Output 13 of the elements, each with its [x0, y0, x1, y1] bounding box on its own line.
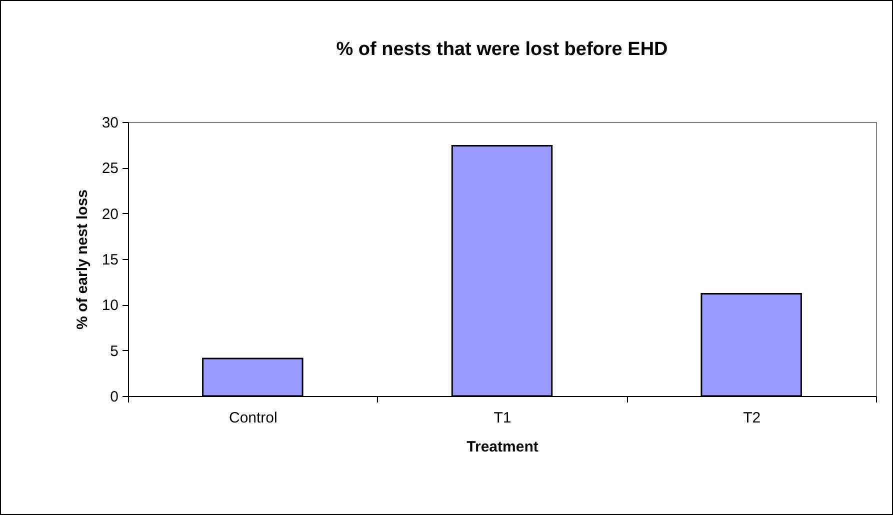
- x-tick-label: T2: [743, 410, 761, 426]
- y-tick-label: 20: [102, 206, 118, 223]
- chart-title: % of nests that were lost before EHD: [336, 39, 668, 60]
- y-tick-label: 0: [110, 388, 118, 406]
- x-axis-title: Treatment: [466, 438, 538, 456]
- y-tick-label: 25: [102, 160, 118, 178]
- y-tick-label: 30: [102, 114, 118, 132]
- y-tick-label: 10: [102, 297, 118, 314]
- x-tick-label: T1: [494, 410, 512, 426]
- y-tick-label: 15: [102, 252, 118, 268]
- x-tick-label: Control: [228, 410, 278, 426]
- y-tick-label: 5: [110, 342, 118, 360]
- y-axis-title: % of early nest loss: [74, 189, 91, 330]
